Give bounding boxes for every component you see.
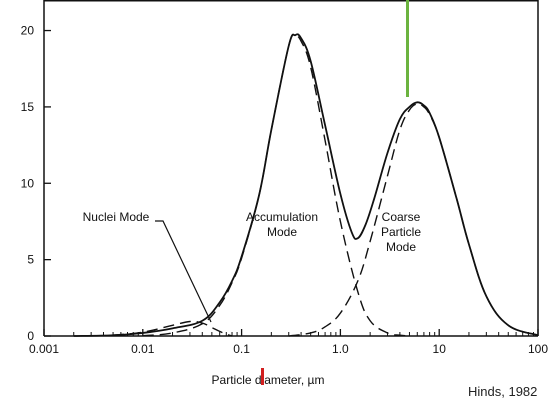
axes — [43, 0, 539, 337]
nuclei-mode-leader — [155, 220, 212, 323]
x-tick-label: 100 — [528, 342, 548, 356]
red-marker — [261, 368, 264, 385]
total-distribution-curve — [73, 33, 539, 337]
x-tick-label: 0.001 — [29, 342, 59, 356]
coarse-particle-mode-curve — [288, 103, 539, 337]
accumulation-mode-label: Accumulation Mode — [246, 210, 318, 239]
x-axis-title: Particle diameter, µm — [212, 373, 325, 387]
accumulation-mode-curve — [142, 34, 410, 337]
x-tick-label: 0.1 — [233, 342, 250, 356]
curves — [73, 33, 539, 337]
y-tick-label: 15 — [21, 100, 35, 114]
source-credit: Hinds, 1982 — [468, 384, 538, 399]
y-tick-label: 10 — [21, 176, 35, 190]
coarse-particle-mode-label: Coarse Particle Mode — [381, 210, 421, 254]
annotations: Nuclei Mode Accumulation Mode Coarse Particl… — [83, 210, 421, 323]
x-tick-label: 1.0 — [332, 342, 349, 356]
nuclei-mode-label: Nuclei Mode — [83, 210, 150, 224]
y-tick-label: 5 — [27, 253, 34, 267]
y-tick-label: 20 — [21, 24, 35, 38]
green-marker — [406, 0, 409, 97]
y-tick-label: 0 — [27, 329, 34, 343]
ticks: 0.001 0.01 0.1 1.0 10 100 0 5 10 15 20 — [21, 24, 549, 356]
nuclei-mode-curve — [112, 320, 233, 337]
x-tick-label: 0.01 — [131, 342, 155, 356]
x-tick-label: 10 — [433, 342, 447, 356]
